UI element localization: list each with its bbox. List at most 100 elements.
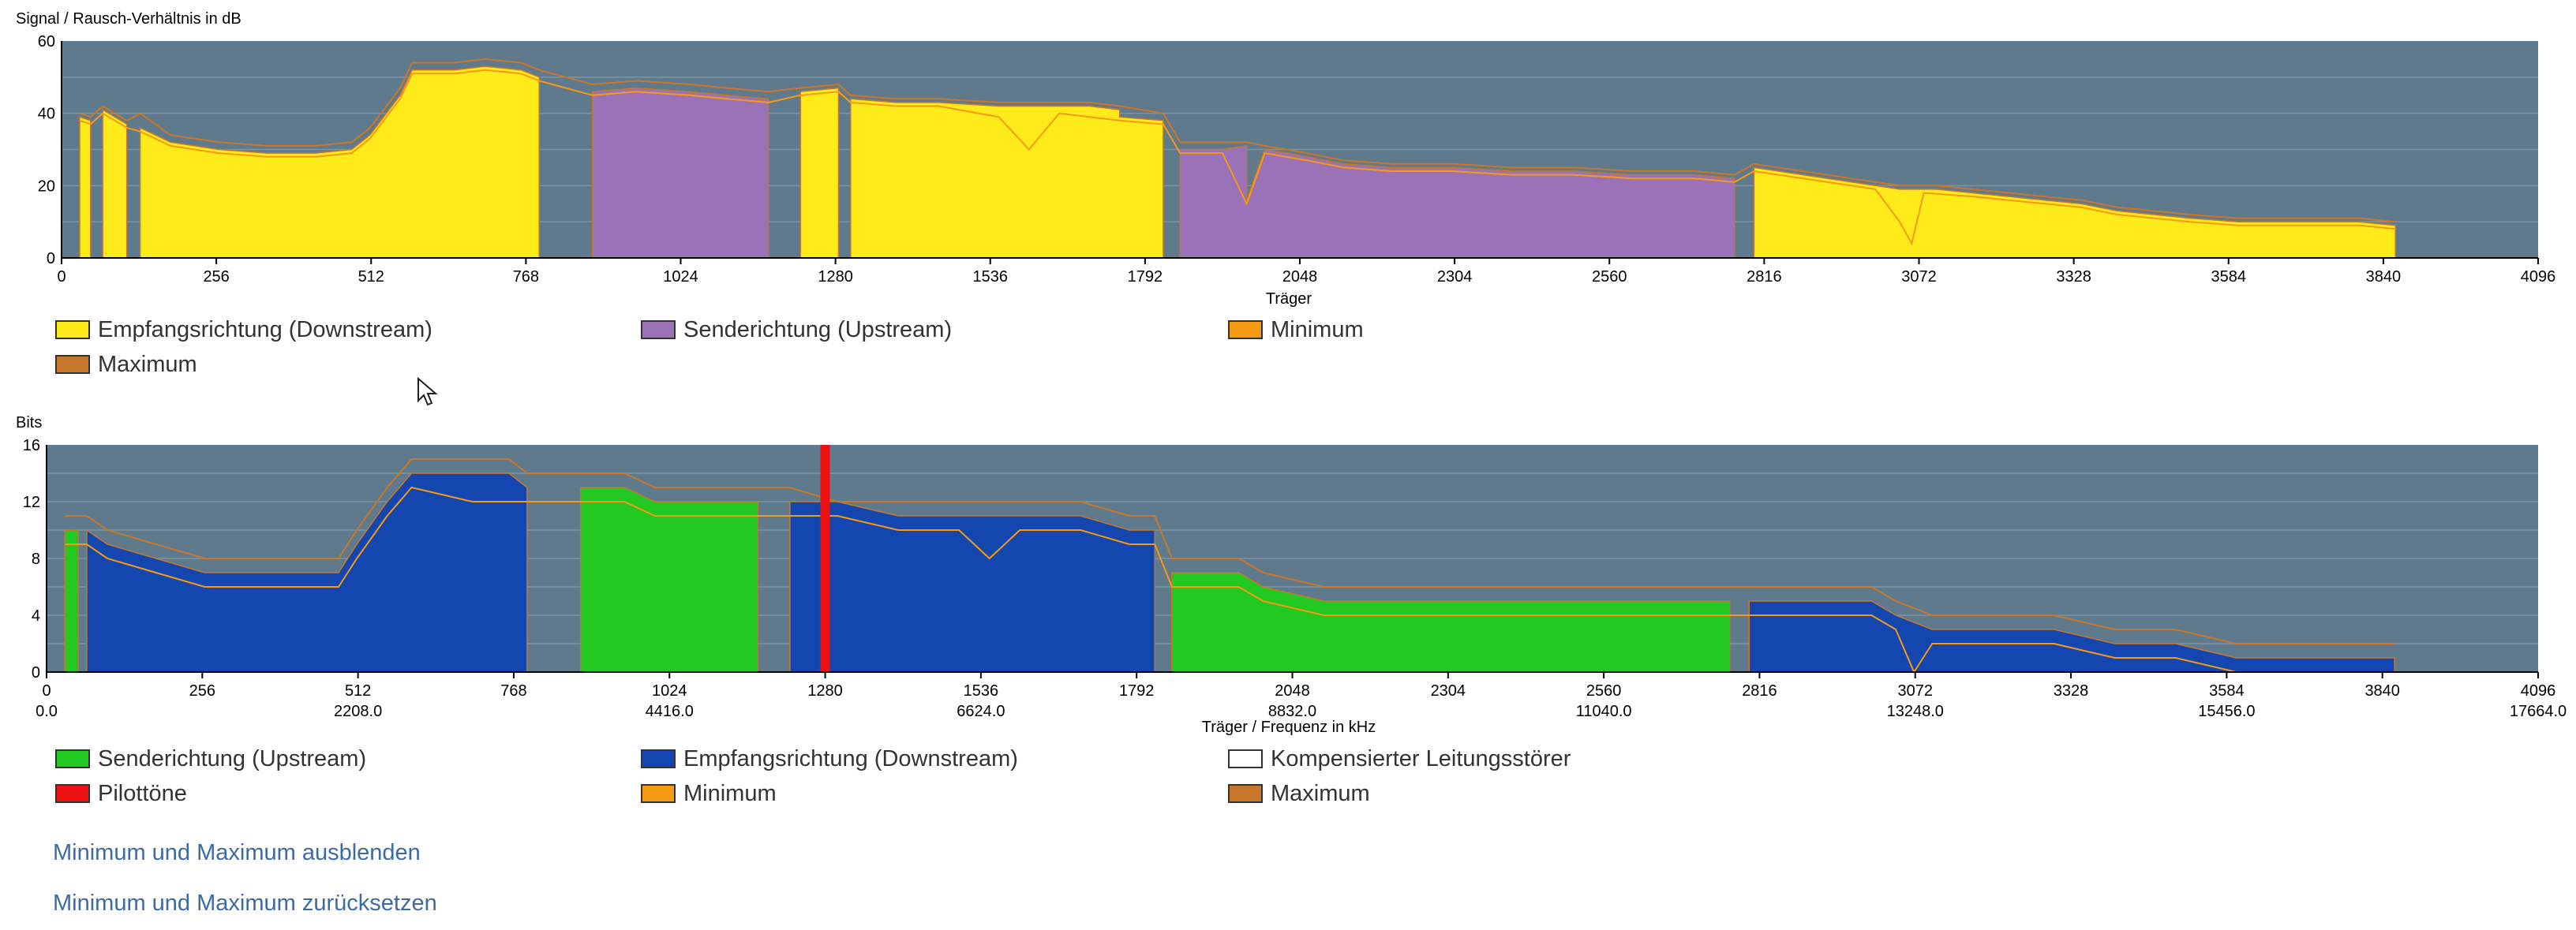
bits-xtick-label: 3072 [1898,682,1934,700]
snr-xtick-label: 2560 [1592,268,1627,286]
mouse-cursor-icon [417,377,438,406]
snr-xtick-label: 512 [358,268,384,286]
legend-label: Pilottöne [98,780,187,806]
snr-series-downstream_snr-area [79,65,2396,259]
bits-xtick-label: 4096 [2521,682,2556,700]
bits-chart: Bits Träger / Frequenz in kHz 0 4 8 12 16 0 25… [16,414,2567,736]
legend-label: Senderichtung (Upstream) [98,745,367,771]
snr-xtick-label: 1024 [663,268,698,286]
bits-xtick-label: 1280 [807,682,843,700]
legend-item-snr-minimum[interactable]: Minimum [1228,312,1364,347]
legend-item-snr-maximum[interactable]: Maximum [55,347,197,382]
legend-item-bits-maximum[interactable]: Maximum [1228,776,1370,811]
bits-xtick-label: 2048 [1275,682,1310,700]
snr-ytick-label: 0 [47,250,55,267]
bits-ytick-label: 0 [32,664,40,682]
bits-xtick-secondary-label: 2208.0 [334,703,382,720]
bits-series-downstream_bits-area [86,472,2395,673]
bits-xtick-secondary-label: 6624.0 [957,703,1005,720]
bits-ytick-label: 12 [23,494,40,511]
bits-xtick-label: 512 [345,682,371,700]
bits-xtick-label: 1536 [964,682,999,700]
legend-label: Maximum [1271,780,1370,806]
snr-ytick-label: 60 [38,33,55,50]
snr-series-upstream_snr-area [591,87,1735,259]
snr-legend: Empfangsrichtung (Downstream) Sendericht… [0,312,2576,391]
bits-ytick-label: 4 [32,607,40,625]
legend-item-bits-minimum[interactable]: Minimum [641,776,777,811]
bits-xtick-label: 0 [42,682,51,700]
legend-item-bits-pilot[interactable]: Pilottöne [55,776,187,811]
bits-xtick-label: 3584 [2209,682,2245,700]
snr-ytick-label: 40 [38,106,55,123]
bits-series-minimum-line [65,486,2395,674]
bits-xtick-secondary-label: 11040.0 [1576,703,1632,720]
legend-label: Minimum [1271,316,1364,342]
swatch-snr-minimum [1228,320,1263,339]
snr-xtick-label: 0 [57,268,66,286]
bits-xtick-label: 1792 [1119,682,1155,700]
bits-chart-title: Bits [16,414,42,431]
bits-ytick-label: 8 [32,551,40,568]
snr-xtick-label: 2048 [1282,268,1318,286]
bits-xtick-label: 3840 [2364,682,2400,700]
swatch-bits-downstream [641,749,676,768]
hide-minmax-link[interactable]: Minimum und Maximum ausblenden [53,840,421,865]
snr-xtick-label: 256 [203,268,229,286]
bits-xtick-label: 2816 [1742,682,1777,700]
swatch-snr-downstream [55,320,90,339]
snr-chart-xlabel: Träger [1266,290,1312,308]
bits-legend: Senderichtung (Upstream) Empfangsrichtun… [0,741,2576,820]
snr-chart: Signal / Rausch-Verhältnis in dB Träger … [16,10,2556,308]
bits-xtick-label: 2304 [1431,682,1466,700]
legend-item-bits-compensated[interactable]: Kompensierter Leitungsstörer [1228,741,1571,776]
bits-xtick-label: 1024 [652,682,687,700]
snr-ytick-label: 20 [38,177,55,195]
bits-xtick-label: 768 [500,682,526,700]
legend-item-snr-downstream[interactable]: Empfangsrichtung (Downstream) [55,312,432,347]
legend-label: Empfangsrichtung (Downstream) [683,745,1018,771]
legend-label: Maximum [98,351,197,377]
bits-xtick-secondary-label: 4416.0 [646,703,694,720]
snr-chart-title: Signal / Rausch-Verhältnis in dB [16,10,242,28]
bits-xtick-secondary-label: 0.0 [36,703,58,720]
bits-pilot-tone [820,445,830,672]
snr-xtick-label: 2816 [1747,268,1782,286]
snr-xtick-label: 3072 [1901,268,1937,286]
bits-xtick-label: 3328 [2054,682,2089,700]
legend-label: Empfangsrichtung (Downstream) [98,316,432,342]
legend-item-bits-upstream[interactable]: Senderichtung (Upstream) [55,741,366,776]
snr-xtick-label: 1536 [973,268,1009,286]
bits-xtick-secondary-label: 17664.0 [2510,703,2567,720]
legend-label: Senderichtung (Upstream) [683,316,953,342]
snr-xtick-label: 3840 [2366,268,2402,286]
snr-xtick-label: 4096 [2521,268,2556,286]
legend-label: Minimum [683,780,777,806]
snr-xtick-label: 1280 [818,268,853,286]
snr-xtick-label: 2304 [1437,268,1473,286]
swatch-bits-maximum [1228,784,1263,803]
snr-xtick-label: 3328 [2056,268,2091,286]
reset-minmax-link[interactable]: Minimum und Maximum zurücksetzen [53,891,437,916]
bits-xtick-label: 256 [189,682,215,700]
bits-ytick-label: 16 [23,437,40,454]
swatch-bits-compensated [1228,749,1263,768]
snr-xtick-label: 1792 [1128,268,1163,286]
bits-xtick-label: 2560 [1586,682,1622,700]
legend-label: Kompensierter Leitungsstörer [1271,745,1571,771]
swatch-bits-minimum [641,784,676,803]
bits-xtick-secondary-label: 13248.0 [1887,703,1944,720]
bits-series-maximum-line [65,458,2395,644]
swatch-snr-upstream [641,320,676,339]
legend-item-bits-downstream[interactable]: Empfangsrichtung (Downstream) [641,741,1018,776]
swatch-snr-maximum [55,355,90,374]
swatch-bits-upstream [55,749,90,768]
snr-xtick-label: 768 [513,268,539,286]
bits-xtick-secondary-label: 8832.0 [1268,703,1316,720]
swatch-bits-pilot [55,784,90,803]
snr-series-maximum-line [79,58,2396,223]
bits-chart-xlabel: Träger / Frequenz in kHz [1202,719,1376,736]
bits-xtick-secondary-label: 15456.0 [2198,703,2255,720]
snr-xtick-label: 3584 [2211,268,2247,286]
legend-item-snr-upstream[interactable]: Senderichtung (Upstream) [641,312,952,347]
